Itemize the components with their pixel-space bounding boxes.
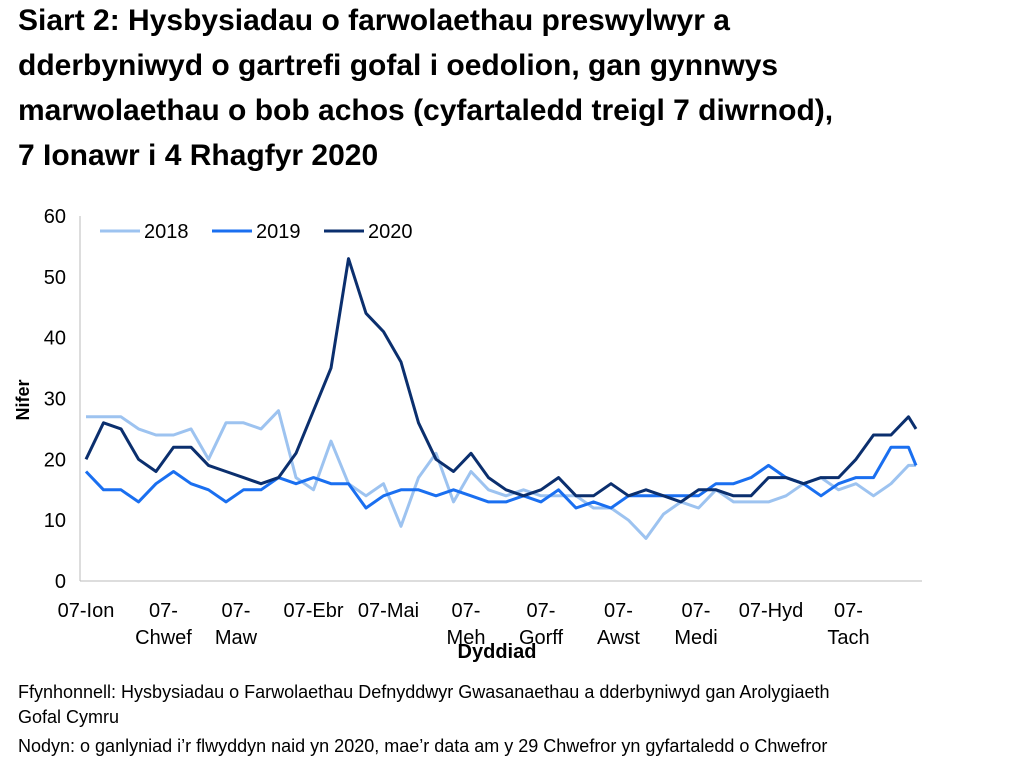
y-tick-label: 10 (44, 510, 66, 532)
x-tick-label: 07-Ebr (283, 600, 343, 622)
x-axis-title: Dyddiad (458, 641, 537, 663)
x-tick-label: 07-Ion (58, 600, 115, 622)
x-tick-label: 07-Maw (215, 600, 258, 649)
series-line (84, 257, 918, 504)
y-tick-label: 30 (44, 389, 66, 411)
series-line (86, 409, 916, 540)
x-tick-label: 07-Mai (358, 600, 419, 622)
y-tick-label: 0 (55, 571, 66, 593)
x-tick-label: 07-Meh (447, 600, 486, 649)
x-tick-label: 07-Hyd (739, 600, 803, 622)
legend-label: 2020 (368, 221, 413, 243)
chart-title: Siart 2: Hysbysiadau o farwolaethau pres… (18, 4, 833, 172)
x-tick-label: 07-Tach (827, 600, 869, 649)
x-tick-label: 07-Awst (597, 600, 640, 649)
legend-label: 2019 (256, 221, 301, 243)
x-tick-label: 07-Medi (674, 600, 717, 649)
y-tick-label: 20 (44, 449, 66, 471)
source-note: Ffynhonnell: Hysbysiadau o Farwolaethau … (18, 682, 830, 727)
x-tick-label: 07-Gorff (519, 600, 564, 649)
y-tick-label: 40 (44, 328, 66, 350)
x-tick-label: 07-Chwef (135, 600, 192, 649)
y-axis-title: Nifer (13, 379, 33, 420)
chart: Siart 2: Hysbysiadau o farwolaethau pres… (13, 4, 922, 663)
y-tick-label: 50 (44, 267, 66, 289)
footnote: Nodyn: o ganlyniad i’r flwyddyn naid yn … (18, 736, 828, 756)
legend-label: 2018 (144, 221, 189, 243)
y-tick-label: 60 (44, 206, 66, 228)
